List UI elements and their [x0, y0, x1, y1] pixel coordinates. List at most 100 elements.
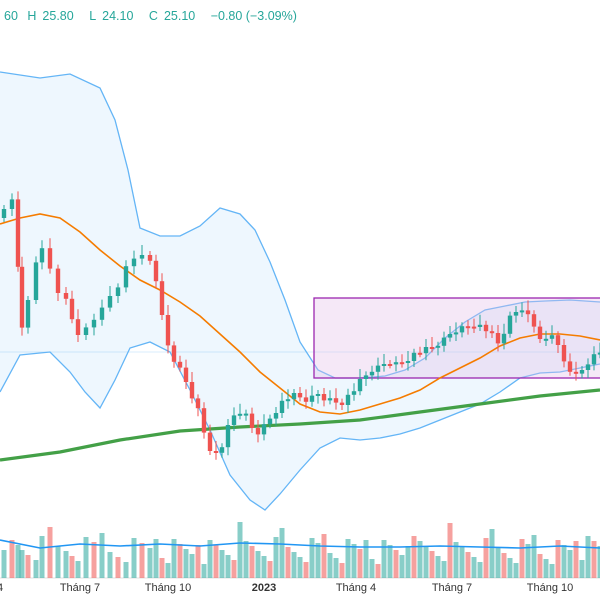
volume-bar — [369, 559, 375, 578]
volume-bar — [363, 540, 369, 578]
volume-bar — [47, 527, 53, 578]
volume-bar — [465, 552, 471, 578]
volume-bar — [345, 539, 351, 578]
candle — [147, 255, 153, 261]
volume-bar — [525, 544, 531, 578]
change-value: −0.80 (−3.09%) — [210, 9, 297, 23]
candle — [25, 300, 31, 328]
volume-bar — [237, 522, 243, 578]
volume-bar — [387, 545, 393, 578]
candle — [345, 394, 351, 405]
volume-bar — [561, 545, 567, 578]
candle — [321, 394, 327, 401]
candle — [387, 364, 393, 366]
x-tick-label: Tháng 10 — [145, 582, 191, 594]
candle — [465, 326, 471, 329]
candle — [513, 312, 519, 316]
candle — [39, 248, 45, 263]
volume-bar — [91, 542, 97, 578]
volume-bar — [225, 555, 231, 578]
volume-bar — [285, 547, 291, 578]
volume-bar — [447, 523, 453, 578]
volume-bar — [399, 555, 405, 578]
candle — [123, 266, 129, 288]
candle — [207, 432, 213, 451]
candle — [139, 255, 145, 259]
low-label: L — [89, 9, 97, 23]
volume-bar — [591, 541, 597, 578]
volume-bar — [177, 544, 183, 578]
candle — [375, 365, 381, 372]
volume-bar — [429, 551, 435, 578]
volume-bar — [495, 548, 501, 578]
volume-bar — [291, 552, 297, 578]
candle — [561, 345, 567, 362]
close-value: 25.10 — [163, 9, 196, 23]
volume-bar — [83, 537, 89, 578]
candle — [261, 424, 267, 435]
volume-bar — [297, 557, 303, 578]
volume-bar — [219, 550, 225, 578]
candle — [399, 362, 405, 365]
candle — [339, 402, 345, 405]
bollinger-fill — [0, 72, 600, 510]
volume-bar — [411, 536, 417, 578]
candle — [327, 398, 333, 401]
volume-bar — [489, 529, 495, 578]
volume-bar — [131, 538, 137, 578]
candle — [189, 382, 195, 399]
candle — [489, 331, 495, 334]
candle — [19, 266, 25, 328]
volume-bar — [159, 558, 165, 578]
candle — [219, 447, 225, 453]
candle — [483, 324, 489, 332]
volume-bar — [115, 557, 121, 578]
volume-bar — [165, 563, 171, 578]
volume-bar — [123, 562, 129, 578]
candle — [291, 393, 297, 400]
volume-bar — [9, 540, 15, 578]
volume-bar — [207, 540, 213, 578]
ma-orange-line — [0, 213, 600, 415]
x-tick-label: 4 — [0, 582, 3, 594]
x-tick-label: Tháng 4 — [336, 582, 376, 594]
x-tick-label: 2023 — [252, 582, 276, 594]
candle — [519, 310, 525, 313]
candle — [183, 367, 189, 382]
candle — [429, 347, 435, 349]
candle — [435, 345, 441, 348]
high-value: 25.80 — [42, 9, 74, 23]
x-tick-label: Tháng 7 — [60, 582, 100, 594]
volume-bar — [339, 563, 345, 578]
candle — [567, 361, 573, 372]
x-tick-label: Tháng 7 — [432, 582, 472, 594]
candle — [405, 361, 411, 363]
candle — [549, 335, 555, 339]
candle — [411, 352, 417, 361]
low-value: 24.10 — [102, 9, 134, 23]
volume-bar — [441, 561, 447, 578]
candle — [195, 398, 201, 409]
volume-bar — [273, 537, 279, 578]
candle — [285, 399, 291, 402]
volume-bar — [107, 552, 113, 578]
candle — [279, 400, 285, 413]
candle — [159, 281, 165, 315]
candle — [99, 307, 105, 320]
candle — [1, 209, 7, 218]
candle — [579, 370, 585, 374]
candle — [213, 451, 219, 453]
volume-bar — [243, 541, 249, 578]
candle — [531, 314, 537, 327]
volume-bar — [25, 555, 31, 578]
candle — [543, 338, 549, 341]
volume-bar — [1, 550, 7, 578]
candle — [315, 394, 321, 396]
candle — [177, 361, 183, 368]
candle — [363, 375, 369, 379]
volume-bar — [195, 545, 201, 578]
volume-bar — [393, 550, 399, 578]
volume-bar — [39, 536, 45, 578]
volume-bar — [189, 554, 195, 578]
